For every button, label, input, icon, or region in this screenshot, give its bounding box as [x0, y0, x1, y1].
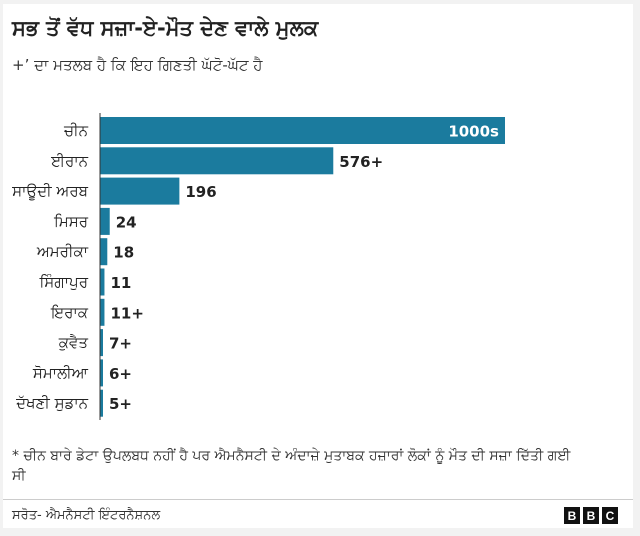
bar	[100, 147, 334, 175]
bar	[100, 207, 110, 235]
bbc-logo-letter: B	[564, 507, 580, 524]
bar	[100, 177, 180, 205]
category-label: ਅਮਰੀਕਾ	[36, 243, 89, 261]
bar	[100, 268, 105, 296]
chart-card	[3, 4, 633, 528]
source-text: ਸਰੋਤ- ਐਮਨੈਸਟੀ ਇੰਟਰਨੈਸ਼ਨਲ	[12, 508, 161, 523]
value-label: 6+	[109, 365, 132, 383]
bar	[100, 389, 103, 417]
value-label: 24	[116, 213, 137, 231]
bbc-logo-letter: C	[602, 507, 618, 524]
bar	[100, 359, 103, 387]
value-label: 1000s	[448, 123, 499, 141]
category-label: ਕੁਵੈਤ	[58, 334, 89, 352]
bar-chart: ਚੀਨ 1000s ਈਰਾਨ 576+ ਸਾਊਦੀ ਅਰਬ 196 ਮਿਸਰ 24 ਅਮਰੀਕਾ…	[11, 113, 505, 420]
bar	[100, 298, 105, 326]
value-label: 5+	[109, 395, 132, 413]
chart-subtitle: +’ ਦਾ ਮਤਲਬ ਹੈ ਕਿ ਇਹ ਗਿਣਤੀ ਘੱਟੋ-ਘੱਟ ਹੈ	[12, 56, 263, 74]
bar	[100, 238, 108, 266]
category-label: ਸੋਮਾਲੀਆ	[32, 364, 89, 382]
bbc-logo-letter: B	[583, 507, 599, 524]
value-label: 11	[110, 274, 131, 292]
bar	[100, 117, 505, 144]
category-label: ਦੱਖਣੀ ਸੁਡਾਨ	[15, 394, 89, 412]
category-label: ਸਿੰਗਾਪੁਰ	[38, 273, 88, 291]
value-label: 196	[185, 183, 216, 201]
divider	[3, 499, 633, 500]
bbc-logo: B B C	[564, 507, 618, 524]
category-label: ਇਰਾਕ	[50, 303, 89, 321]
value-label: 18	[113, 244, 134, 262]
value-label: 11+	[110, 304, 143, 322]
footnote: * ਚੀਨ ਬਾਰੇ ਡੇਟਾ ਉਪਲਬਧ ਨਹੀਂ ਹੈ ਪਰ ਐਮਨੈਸਟੀ…	[12, 448, 571, 484]
category-label: ਈਰਾਨ	[50, 152, 89, 170]
value-label: 576+	[339, 153, 383, 171]
category-label: ਚੀਨ	[63, 122, 89, 140]
category-label: ਸਾਊਦੀ ਅਰਬ	[11, 182, 89, 200]
bar	[100, 329, 103, 357]
value-label: 7+	[109, 335, 132, 353]
category-label: ਮਿਸਰ	[53, 212, 89, 230]
chart-title: ਸਭ ਤੋਂ ਵੱਧ ਸਜ਼ਾ-ਏ-ਮੌਤ ਦੇਣ ਵਾਲੇ ਮੁਲਕ	[12, 16, 319, 40]
